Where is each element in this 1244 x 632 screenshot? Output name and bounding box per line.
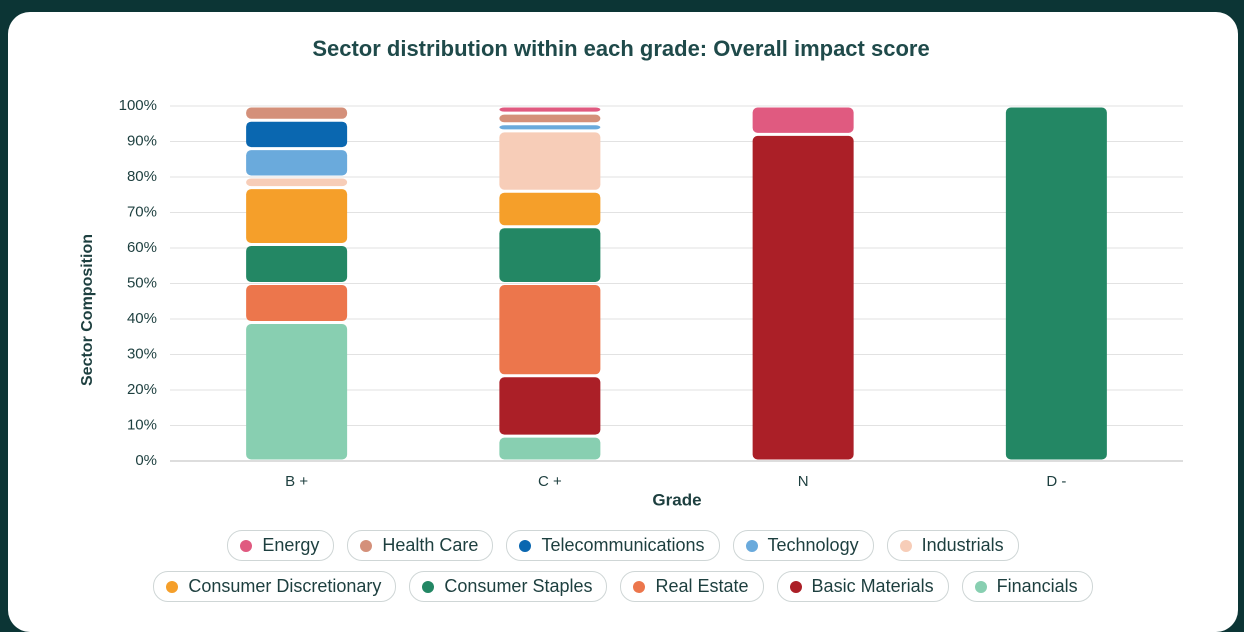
legend-item: Consumer Discretionary [153,571,397,602]
bar-segment [499,107,601,112]
legend-item: Health Care [347,530,494,561]
bar-segment [246,285,348,322]
bar-segment [499,437,601,460]
bar-segment [752,135,854,460]
bar-segment [499,377,601,435]
y-tick-label: 100% [119,97,157,114]
bar-segment [246,150,348,176]
bar-segment [499,125,601,130]
bar-segment [246,245,348,282]
bar-segment [499,285,601,375]
y-tick-label: 40% [127,310,157,327]
legend-swatch [422,580,435,593]
y-tick-label: 60% [127,239,157,256]
bar-segment [246,324,348,460]
bar-segment [246,189,348,243]
x-axis-label: Grade [652,490,701,509]
y-tick-label: 30% [127,345,157,362]
legend-label: Technology [767,535,859,555]
legend-label: Basic Materials [811,576,934,596]
legend-swatch [633,580,646,593]
legend-item: Real Estate [620,571,764,602]
y-tick-label: 10% [127,416,157,433]
legend-label: Health Care [382,535,479,555]
x-tick-label: C + [538,473,562,490]
legend-swatch [789,580,802,593]
legend-label: Energy [262,535,320,555]
legend-swatch [240,539,253,552]
legend-swatch [899,539,912,552]
y-tick-label: 90% [127,132,157,149]
legend-row: Energy Health Care Telecommunications Techn… [227,530,1019,561]
bar-segment [246,178,348,187]
legend-item: Technology [732,530,874,561]
x-tick-label: N [798,473,809,490]
bar-segment [499,192,601,226]
legend-label: Financials [996,576,1078,596]
legend-swatch [166,580,179,593]
bar-segment [1005,107,1107,460]
y-axis-label: Sector Composition [79,234,96,386]
bar-segment [752,107,854,133]
chart-title: Sector distribution within each grade: O… [312,36,929,61]
x-tick-label: B + [285,473,308,490]
chart: Sector distribution within each grade: O… [79,36,1183,509]
legend-item: Basic Materials [776,571,949,602]
bar-segment [499,228,601,282]
legend-item: Financials [961,571,1093,602]
x-tick-label: D - [1046,473,1066,490]
legend-swatch [974,580,987,593]
bar-segment [246,121,348,148]
y-tick-label: 80% [127,168,157,185]
bar-segment [499,132,601,190]
legend-label: Industrials [921,535,1004,555]
legend-swatch [360,539,373,552]
legend-row: Consumer Discretionary Consumer Staples Re… [153,571,1093,602]
card: Sector distribution within each grade: O… [8,12,1238,632]
y-tick-label: 50% [127,274,157,291]
y-tick-label: 70% [127,203,157,220]
bar-segment [499,114,601,123]
legend-item: Energy [227,530,335,561]
legend-item: Consumer Staples [409,571,608,602]
legend-label: Consumer Staples [444,576,593,596]
legend-label: Consumer Discretionary [188,576,382,596]
legend-label: Real Estate [655,576,749,596]
legend-item: Industrials [886,530,1019,561]
legend-swatch [519,539,532,552]
y-tick-label: 20% [127,381,157,398]
bar-segment [246,107,348,119]
legend-swatch [745,539,758,552]
legend-label: Telecommunications [541,535,705,555]
legend-item: Telecommunications [506,530,720,561]
legend: Energy Health Care Telecommunications Techn… [8,530,1238,602]
y-tick-label: 0% [135,452,157,469]
